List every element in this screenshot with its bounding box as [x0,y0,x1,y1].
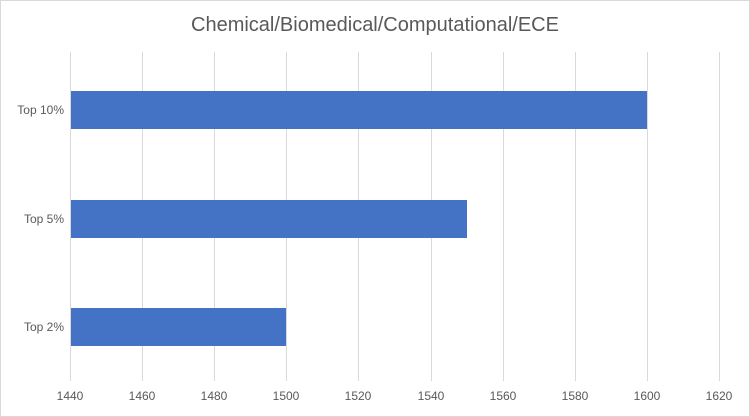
x-tick-label: 1520 [344,389,372,403]
gridline [719,52,720,381]
gridline [503,52,504,381]
x-tick-label: 1440 [56,389,84,403]
x-tick-label: 1500 [272,389,300,403]
bar [71,200,467,238]
bar [71,308,286,346]
x-tick-label: 1600 [633,389,661,403]
x-tick-label: 1480 [200,389,228,403]
gridline [647,52,648,381]
x-tick-label: 1580 [561,389,589,403]
category-label: Top 5% [23,212,64,226]
x-tick-label: 1620 [705,389,733,403]
x-tick-label: 1540 [417,389,445,403]
chart-title: Chemical/Biomedical/Computational/ECE [191,14,559,36]
bar [71,91,647,129]
x-tick-label: 1560 [489,389,517,403]
x-tick-label: 1460 [128,389,156,403]
category-label: Top 10% [17,103,64,117]
gridline [575,52,576,381]
category-label: Top 2% [23,320,64,334]
value-axis-line [70,52,71,381]
